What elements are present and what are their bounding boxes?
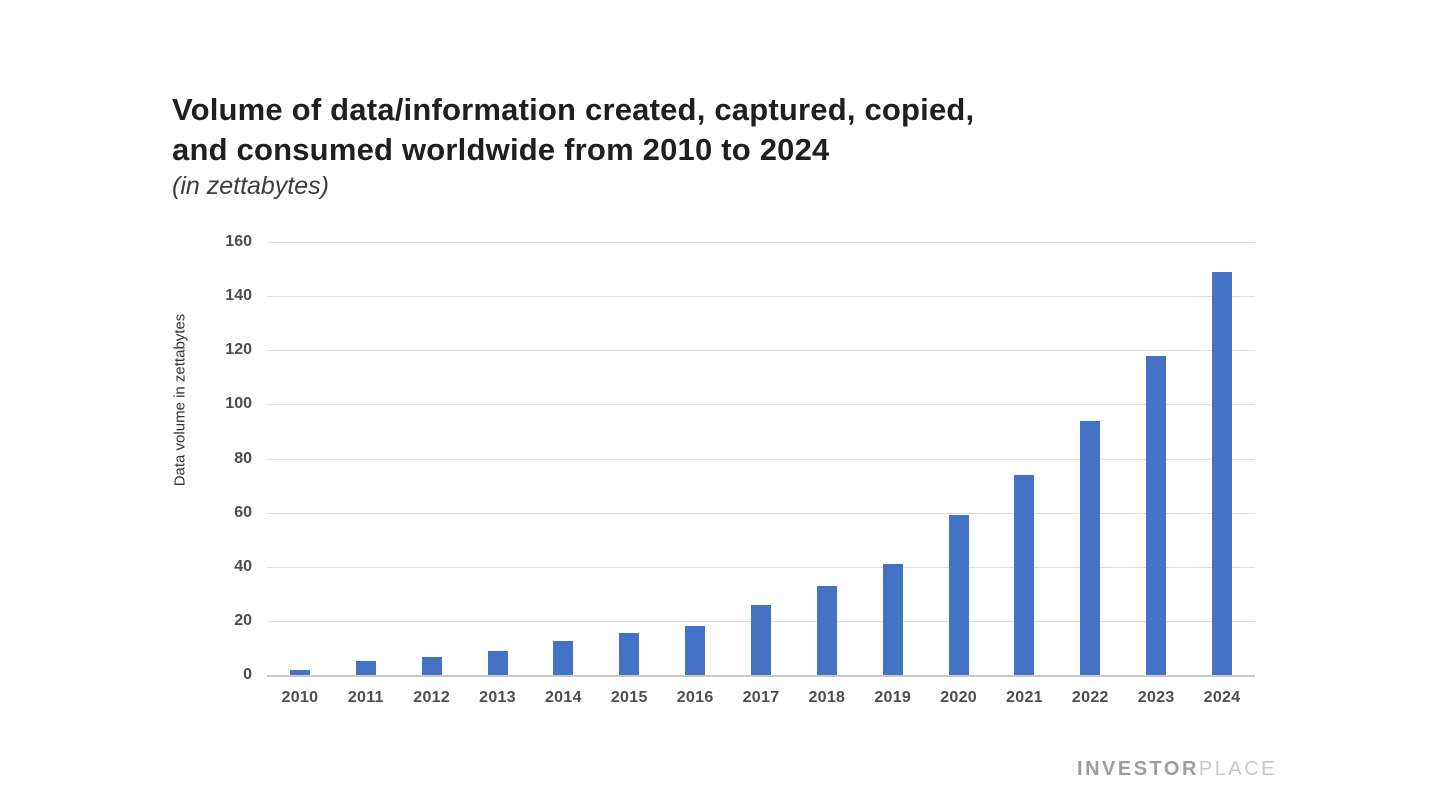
bar-2016 (685, 626, 706, 675)
bar-2022 (1080, 420, 1101, 675)
x-tick-label-2016: 2016 (676, 689, 714, 706)
x-tick-label-2019: 2019 (874, 689, 912, 706)
x-tick-label-2014: 2014 (544, 689, 582, 706)
chart-title-line2: and consumed worldwide from 2010 to 2024 (172, 132, 830, 167)
investorplace-logo: INVESTORPLACE (1077, 758, 1277, 781)
logo-text-investor: INVESTOR (1077, 758, 1199, 780)
chart-subtitle: (in zettabytes) (172, 172, 330, 200)
y-tick-label-20: 20 (234, 611, 252, 629)
gridline-160 (267, 242, 1255, 243)
gridline-40 (267, 566, 1255, 568)
bar-2020 (948, 515, 969, 675)
x-tick-label-2020: 2020 (940, 689, 977, 706)
y-tick-label-100: 100 (225, 395, 252, 413)
x-tick-label-2011: 2011 (347, 689, 384, 706)
gridline-140 (267, 296, 1255, 298)
y-tick-label-40: 40 (234, 557, 252, 575)
bar-2010 (289, 669, 310, 675)
bar-2013 (487, 650, 508, 675)
bar-2011 (355, 661, 376, 675)
gridline-60 (267, 512, 1255, 514)
bar-2014 (553, 641, 574, 675)
x-tick-label-2018: 2018 (808, 689, 846, 706)
chart-title: Volume of data/information created, capt… (172, 90, 974, 170)
bar-2012 (421, 657, 442, 675)
x-tick-label-2017: 2017 (742, 689, 780, 706)
bar-2019 (882, 564, 903, 675)
y-tick-label-120: 120 (225, 341, 252, 359)
logo-text-place: PLACE (1198, 758, 1277, 780)
plot-area (267, 242, 1255, 677)
x-tick-label-2021: 2021 (1006, 689, 1043, 706)
x-tick-label-2023: 2023 (1137, 689, 1175, 706)
x-tick-label-2015: 2015 (610, 689, 648, 706)
gridline-80 (267, 458, 1255, 460)
gridline-100 (267, 404, 1255, 406)
y-tick-label-140: 140 (225, 287, 252, 305)
x-tick-label-2012: 2012 (413, 689, 451, 706)
gridline-120 (267, 350, 1255, 352)
chart-title-line1: Volume of data/information created, capt… (172, 92, 975, 127)
bar-2024 (1212, 271, 1233, 675)
x-tick-label-2010: 2010 (281, 689, 319, 706)
y-tick-label-160: 160 (225, 233, 252, 250)
bar-2017 (751, 604, 771, 675)
y-tick-label-80: 80 (234, 449, 252, 467)
x-tick-label-2024: 2024 (1203, 689, 1241, 706)
y-tick-label-0: 0 (243, 666, 252, 683)
bar-2015 (619, 633, 640, 675)
bar-2021 (1014, 474, 1035, 675)
x-tick-label-2013: 2013 (479, 689, 516, 706)
x-tick-label-2022: 2022 (1071, 689, 1109, 706)
bar-2018 (816, 585, 837, 675)
bar-2023 (1146, 355, 1167, 675)
y-tick-label-60: 60 (234, 503, 252, 521)
